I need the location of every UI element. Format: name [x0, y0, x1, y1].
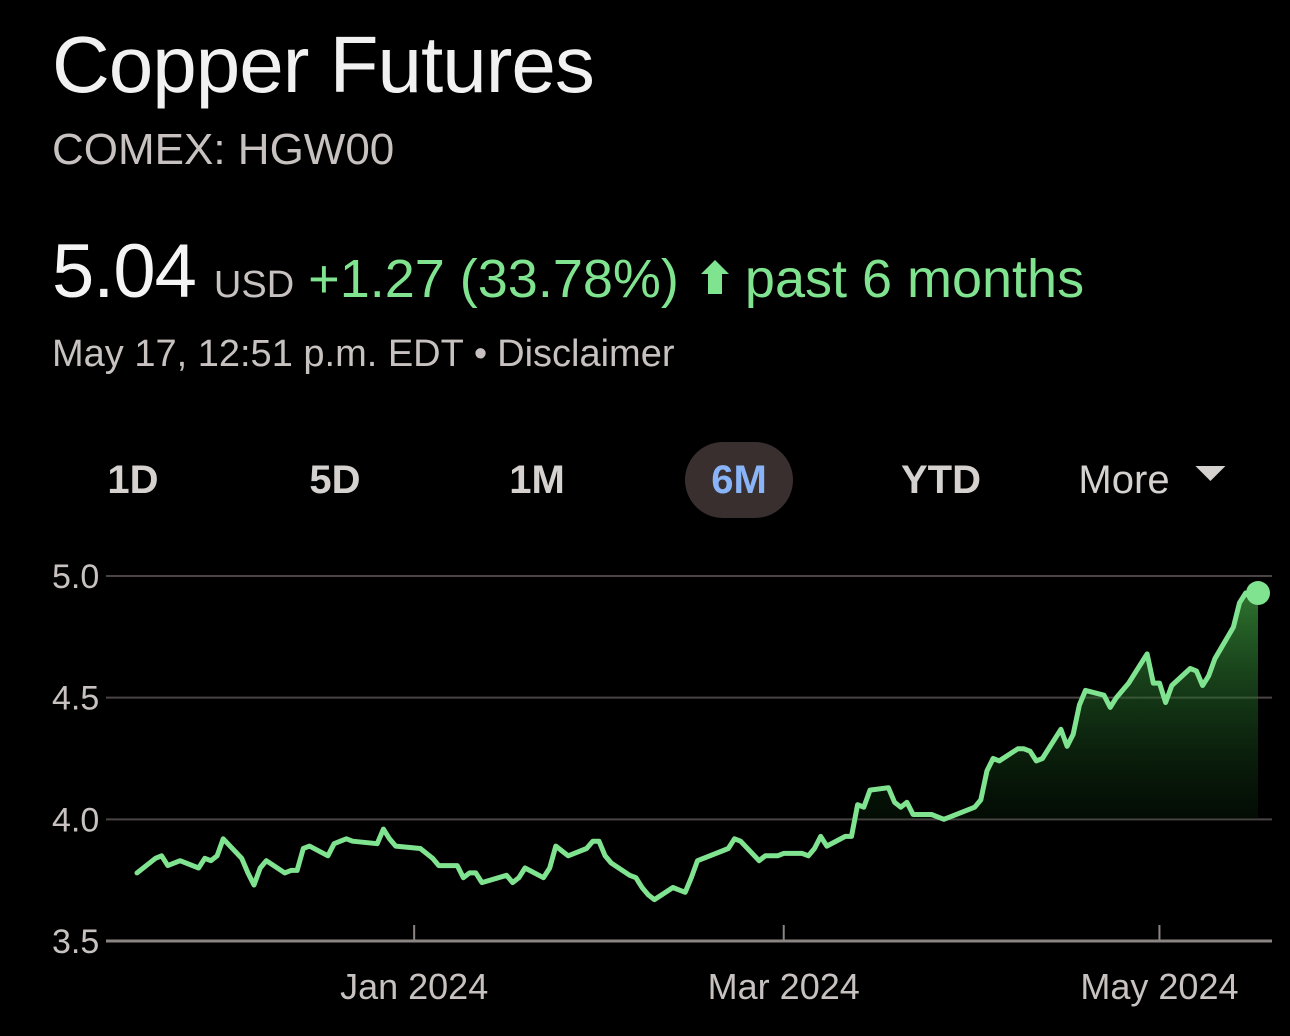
- y-tick-label: 5.0: [52, 558, 99, 596]
- x-tick-label: Mar 2024: [708, 966, 860, 1007]
- page-title: Copper Futures: [52, 20, 595, 109]
- y-tick-label: 3.5: [52, 923, 99, 961]
- last-price-marker[interactable]: [1246, 581, 1270, 606]
- price-area-fill: [854, 593, 1258, 820]
- quote-timestamp: May 17, 12:51 p.m. EDT: [52, 333, 464, 375]
- tab-1d[interactable]: 1D: [107, 458, 159, 502]
- x-tick-label: Jan 2024: [340, 966, 488, 1007]
- currency-label: USD: [213, 264, 295, 306]
- tab-more-label: More: [1078, 458, 1170, 502]
- price-line: [134, 590, 1261, 903]
- ticker-symbol: COMEX: HGW00: [52, 125, 395, 174]
- arrow-up-icon: [700, 260, 729, 294]
- range-tabs: 1D 5D 1M 6M YTD More: [0, 442, 1290, 518]
- current-price: 5.04: [52, 229, 197, 314]
- quote-row: 5.04 USD +1.27 (33.78%) past 6 months: [52, 228, 1085, 314]
- separator-dot: •: [473, 333, 488, 375]
- chart-grid: [106, 575, 1272, 943]
- disclaimer-link[interactable]: Disclaimer: [497, 333, 675, 375]
- y-tick-label: 4.5: [52, 680, 99, 718]
- price-chart: 5.0 4.5 4.0 3.5 Jan 2024 Mar 2024 May 2024: [52, 558, 1272, 1007]
- change-period: past 6 months: [744, 249, 1085, 309]
- tab-6m[interactable]: 6M: [685, 442, 793, 518]
- price-change: +1.27 (33.78%): [308, 249, 679, 309]
- y-axis-labels: 5.0 4.5 4.0 3.5: [52, 558, 99, 961]
- tab-more[interactable]: More: [1078, 442, 1226, 518]
- x-tick-label: May 2024: [1080, 966, 1238, 1007]
- y-tick-label: 4.0: [52, 801, 99, 839]
- quote-meta: May 17, 12:51 p.m. EDT • Disclaimer: [52, 330, 675, 378]
- tab-ytd[interactable]: YTD: [901, 458, 981, 502]
- caret-down-icon: [1195, 466, 1226, 481]
- tab-1m[interactable]: 1M: [509, 458, 565, 502]
- x-axis: Jan 2024 Mar 2024 May 2024: [340, 925, 1239, 1007]
- tab-5d[interactable]: 5D: [309, 458, 361, 502]
